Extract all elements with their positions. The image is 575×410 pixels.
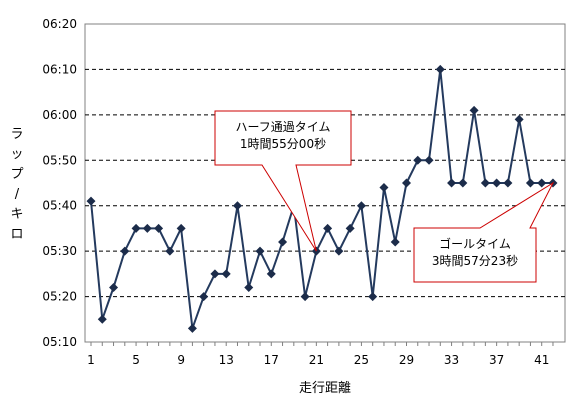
data-point: [86, 196, 96, 206]
data-point: [469, 105, 479, 115]
data-point: [435, 64, 445, 74]
data-point: [424, 155, 434, 165]
data-point: [503, 178, 513, 188]
data-point: [266, 269, 276, 279]
x-tick-label: 25: [354, 353, 369, 367]
y-tick-label: 05:30: [42, 244, 77, 258]
data-point: [345, 223, 355, 233]
x-tick-label: 37: [489, 353, 504, 367]
data-point: [525, 178, 535, 188]
data-point: [300, 292, 310, 302]
data-point: [109, 282, 119, 292]
y-axis-title: ラップ / キロ: [10, 127, 23, 242]
data-point: [221, 269, 231, 279]
data-point: [368, 292, 378, 302]
x-tick-label: 17: [264, 353, 279, 367]
callout-text: ゴールタイム: [439, 236, 511, 251]
y-axis-title-char: ッ: [10, 147, 23, 162]
x-tick-marks: [90, 342, 554, 346]
callout-text: ハーフ通過タイム: [235, 120, 330, 134]
y-tick-label: 05:20: [42, 290, 77, 304]
y-axis-title-char: ロ: [10, 227, 23, 242]
y-tick-label: 05:10: [42, 335, 77, 349]
x-tick-label: 41: [534, 353, 549, 367]
data-point: [334, 246, 344, 256]
data-point: [390, 237, 400, 247]
data-point: [356, 201, 366, 211]
y-tick-labels: 05:10 05:20 05:30 05:40 05:50 06:00 06:10 06:20: [42, 17, 77, 349]
y-axis-title-char: プ: [10, 167, 23, 182]
data-point: [255, 246, 265, 256]
callout: ゴールタイム 3時間57分23秒: [413, 181, 555, 283]
data-point: [142, 223, 152, 233]
series-line: [90, 69, 553, 329]
y-tick-label: 06:10: [42, 62, 77, 76]
x-tick-label: 1: [87, 353, 95, 367]
data-point: [176, 223, 186, 233]
x-tick-label: 13: [219, 353, 234, 367]
x-tick-label: 21: [309, 353, 324, 367]
data-point: [401, 178, 411, 188]
x-tick-label: 9: [177, 353, 185, 367]
data-point: [514, 114, 524, 124]
data-point: [278, 237, 288, 247]
data-point: [97, 314, 107, 324]
data-point: [480, 178, 490, 188]
y-tick-label: 05:50: [42, 153, 77, 167]
data-point: [131, 223, 141, 233]
callout-text: 3時間57分23秒: [432, 254, 518, 268]
data-point: [379, 183, 389, 193]
data-point: [458, 178, 468, 188]
data-point: [232, 201, 242, 211]
y-axis-title-char: キ: [10, 207, 23, 222]
data-point: [199, 292, 209, 302]
y-axis-title-char: ラ: [10, 127, 23, 142]
data-point: [120, 246, 130, 256]
callout: ハーフ通過タイム 1時間55分00秒: [214, 110, 352, 252]
callout-box: [413, 181, 555, 283]
data-point: [447, 178, 457, 188]
data-point: [244, 282, 254, 292]
callout-text: 1時間55分00秒: [240, 137, 326, 151]
data-point: [154, 223, 164, 233]
data-point: [413, 155, 423, 165]
x-axis-title: 走行距離: [299, 381, 351, 396]
x-tick-label: 29: [399, 353, 414, 367]
y-axis-title-char: /: [15, 187, 20, 202]
y-tick-label: 06:20: [42, 17, 77, 31]
data-point: [210, 269, 220, 279]
data-point: [323, 223, 333, 233]
x-tick-label: 33: [444, 353, 459, 367]
data-point: [537, 178, 547, 188]
data-point: [492, 178, 502, 188]
y-tick-label: 06:00: [42, 108, 77, 122]
x-tick-label: 5: [132, 353, 140, 367]
callout-box: [214, 110, 352, 252]
data-point: [187, 323, 197, 333]
x-tick-labels: 1 5 9 13 17 21 25 29 33 37 41: [87, 353, 549, 367]
data-point: [165, 246, 175, 256]
y-tick-label: 05:40: [42, 199, 77, 213]
